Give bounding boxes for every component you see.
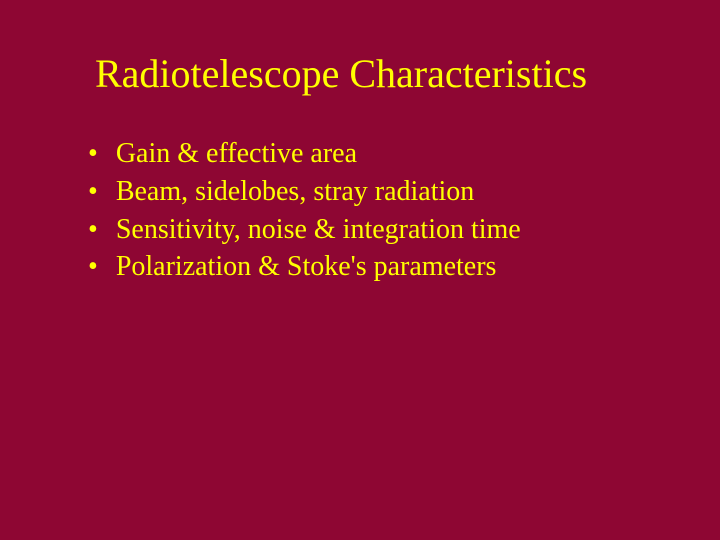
bullet-text: Beam, sidelobes, stray radiation: [116, 173, 660, 211]
bullet-icon: •: [88, 135, 98, 173]
list-item: • Gain & effective area: [88, 135, 660, 173]
slide-container: Radiotelescope Characteristics • Gain & …: [0, 0, 720, 540]
list-item: • Beam, sidelobes, stray radiation: [88, 173, 660, 211]
bullet-icon: •: [88, 211, 98, 249]
list-item: • Polarization & Stoke's parameters: [88, 248, 660, 286]
bullet-list: • Gain & effective area • Beam, sidelobe…: [80, 135, 660, 286]
bullet-text: Gain & effective area: [116, 135, 660, 173]
bullet-text: Sensitivity, noise & integration time: [116, 211, 660, 249]
slide-title: Radiotelescope Characteristics: [95, 50, 660, 97]
bullet-icon: •: [88, 248, 98, 286]
bullet-icon: •: [88, 173, 98, 211]
list-item: • Sensitivity, noise & integration time: [88, 211, 660, 249]
bullet-text: Polarization & Stoke's parameters: [116, 248, 660, 286]
